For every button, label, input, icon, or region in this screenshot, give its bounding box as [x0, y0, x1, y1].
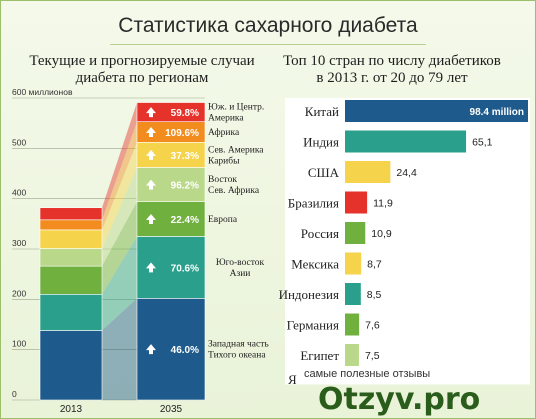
up-arrow-icon: [146, 344, 156, 355]
growth-label: 59.8%: [171, 108, 199, 119]
region-label: Восток: [208, 175, 237, 185]
watermark-caption: самые полезные отзывы: [304, 368, 431, 380]
series-connector: [102, 201, 137, 295]
country-value-label: 11,9: [373, 198, 393, 210]
series-connector: [102, 298, 137, 400]
y-tick-label: 400: [12, 188, 26, 198]
country-bar: [345, 161, 391, 183]
stacked-bar-segment: [39, 248, 103, 267]
country-label: Бразилия: [288, 196, 339, 211]
stacked-bar-segment: [136, 102, 206, 122]
country-label: Россия: [301, 226, 339, 241]
left-subtitle-line-2: диабета по регионам: [75, 70, 209, 86]
country-value-label: 98.4 million: [470, 107, 524, 118]
country-label: Индия: [303, 135, 339, 150]
country-label: Германия: [287, 318, 339, 333]
growth-label: 70.6%: [171, 263, 199, 274]
y-tick-label: 600 миллионов: [12, 87, 73, 97]
growth-label: 46.0%: [171, 345, 199, 356]
country-bar: [345, 130, 467, 153]
country-value-label: 24,4: [396, 167, 417, 179]
country-bar: [345, 252, 362, 275]
region-label: Европа: [208, 215, 238, 225]
region-label: Сев. Африка: [208, 185, 260, 196]
region-label: Юж. и Центр.: [208, 103, 264, 113]
x-tick-label: 2013: [60, 404, 83, 415]
series-connector: [102, 142, 137, 249]
country-bar: [345, 222, 366, 244]
up-arrow-icon: [146, 262, 156, 273]
stacked-bar-segment: [39, 265, 103, 295]
stacked-bar-segment: [39, 293, 103, 331]
region-label: Тихого океана: [208, 351, 266, 361]
country-bar: [345, 283, 361, 305]
y-tick-label: 500: [12, 137, 26, 147]
up-arrow-icon: [146, 126, 156, 137]
region-label: Америка: [208, 114, 244, 124]
country-bar: [345, 100, 528, 122]
right-subtitle-line-1: Топ 10 стран по числу диабетиков: [283, 53, 501, 69]
country-bar: [345, 191, 368, 214]
y-tick-label: 100: [12, 339, 26, 349]
country-bar: [345, 344, 359, 366]
up-arrow-icon: [146, 149, 156, 160]
country-label: Индонезия: [279, 287, 339, 302]
up-arrow-icon: [146, 214, 156, 225]
x-tick-label: 2035: [160, 404, 183, 415]
country-value-label: 7,6: [365, 320, 380, 332]
watermark-logo-text: Otzyv.pro: [318, 382, 481, 417]
growth-label: 96.2%: [171, 181, 199, 192]
up-arrow-icon: [146, 107, 156, 118]
series-connector: [102, 236, 137, 331]
region-label: Карибы: [208, 155, 240, 166]
up-arrow-icon: [146, 179, 156, 190]
series-connector: [102, 102, 137, 220]
country-bar: [345, 313, 360, 336]
country-value-label: 8,7: [367, 259, 382, 271]
page-title: Статистика сахарного диабета: [118, 14, 418, 37]
title-divider: [110, 44, 426, 45]
region-label: Юго-восток: [216, 258, 265, 268]
left-chart-subtitle: Текущие и прогнозируемые случаи диабета …: [14, 53, 270, 87]
series-connector: [102, 167, 137, 267]
right-subtitle-line-2: в 2013 г. от 20 до 79 лет: [316, 70, 468, 86]
country-value-label: 65,1: [472, 137, 493, 149]
growth-label: 109.6%: [165, 128, 199, 139]
country-value-label: 7,5: [365, 350, 380, 362]
country-value-label: 8,5: [367, 289, 382, 301]
country-label: Китай: [305, 104, 339, 119]
left-subtitle-line-1: Текущие и прогнозируемые случаи: [29, 53, 255, 69]
y-tick-label: 300: [12, 238, 26, 248]
region-label: Западная часть: [208, 340, 269, 350]
y-tick-label: 200: [12, 288, 26, 298]
watermark-logo: Otzyv.pro: [318, 382, 480, 417]
stacked-bar-segment: [39, 219, 103, 231]
region-label: Африка: [208, 127, 240, 138]
country-value-label: 10,9: [371, 228, 392, 240]
country-label: Мексика: [291, 257, 339, 272]
series-connector: [102, 121, 137, 230]
growth-label: 22.4%: [171, 215, 199, 226]
country-label: Египет: [300, 348, 339, 363]
growth-label: 37.3%: [171, 151, 199, 162]
stacked-bar-segment: [39, 207, 103, 221]
stacked-bar-segment: [39, 229, 103, 249]
stacked-bar-segment: [39, 330, 103, 401]
country-label: США: [308, 165, 340, 180]
partial-country-label: Я: [288, 372, 297, 387]
region-label: Сев. Америка: [208, 145, 264, 155]
right-chart-subtitle: Топ 10 стран по числу диабетиков в 2013 …: [272, 53, 512, 87]
region-label: Азии: [230, 269, 251, 279]
y-tick-label: 0: [12, 389, 17, 399]
